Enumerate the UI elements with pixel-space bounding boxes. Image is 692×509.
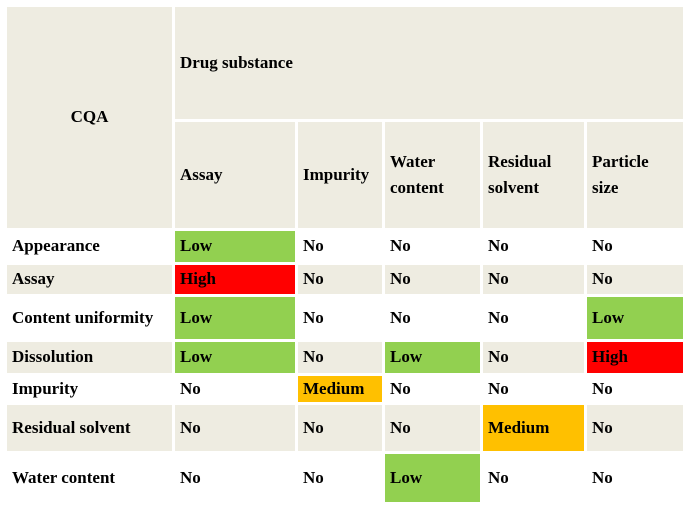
risk-cell: High (587, 342, 683, 373)
risk-cell: No (180, 468, 201, 488)
cqa-risk-table: CQA Drug substance Assay Impurity Water … (4, 4, 686, 505)
table-row-dissolution: Dissolution Low No Low No High (7, 342, 683, 373)
risk-cell: No (298, 265, 382, 294)
risk-cell: Medium (298, 376, 382, 403)
table-row-content-uniformity: Content uniformity Low No No No Low (7, 297, 683, 339)
risk-cell: High (175, 265, 295, 294)
risk-cell: No (303, 468, 324, 488)
risk-cell: No (488, 236, 509, 256)
table-row-water-content: Water content No No Low No No (7, 454, 683, 503)
table-row-assay: Assay High No No No No (7, 265, 683, 294)
risk-cell: No (592, 236, 613, 256)
risk-cell: No (298, 342, 382, 373)
risk-cell: Low (175, 342, 295, 373)
risk-cell: Low (587, 297, 683, 339)
risk-cell: Low (385, 454, 480, 503)
risk-cell: No (488, 307, 509, 327)
risk-cell: No (587, 405, 683, 452)
risk-cell: No (488, 468, 509, 488)
risk-cell: Medium (483, 405, 584, 452)
column-header-water-content: Water content (385, 122, 480, 228)
risk-cell: No (592, 468, 613, 488)
row-label: Content uniformity (12, 307, 154, 327)
table-row-residual-solvent: Residual solvent No No No Medium No (7, 405, 683, 452)
column-header-assay: Assay (175, 122, 295, 228)
risk-cell: No (303, 236, 324, 256)
row-label: Dissolution (7, 342, 172, 373)
row-label: Appearance (12, 236, 100, 256)
risk-cell: No (385, 265, 480, 294)
row-label: Impurity (12, 379, 79, 398)
risk-cell: No (587, 265, 683, 294)
risk-cell: No (483, 265, 584, 294)
row-label: Assay (7, 265, 172, 294)
risk-cell: No (390, 379, 411, 398)
risk-cell: No (488, 379, 509, 398)
table-row-impurity: Impurity No Medium No No No (7, 376, 683, 403)
risk-cell: No (390, 236, 411, 256)
risk-cell: No (180, 379, 201, 398)
risk-cell: Low (175, 297, 295, 339)
column-header-impurity: Impurity (298, 122, 382, 228)
risk-cell: No (298, 405, 382, 452)
risk-cell: Low (175, 231, 295, 262)
risk-cell: No (592, 379, 613, 398)
row-label: Residual solvent (7, 405, 172, 452)
risk-cell: No (483, 342, 584, 373)
column-header-residual-solvent: Residual solvent (483, 122, 584, 228)
column-header-particle-size: Particle size (587, 122, 683, 228)
risk-cell: No (175, 405, 295, 452)
header-row-columns: Assay Impurity Water content Residual so… (7, 122, 683, 228)
corner-header-cqa: CQA (7, 7, 172, 228)
group-header-drug-substance: Drug substance (175, 7, 683, 119)
risk-cell: No (390, 307, 411, 327)
risk-cell: No (303, 307, 324, 327)
row-label: Water content (12, 468, 116, 488)
table-row-appearance: Appearance Low No No No No (7, 231, 683, 262)
risk-cell: Low (385, 342, 480, 373)
risk-cell: No (385, 405, 480, 452)
header-row-group: CQA Drug substance (7, 7, 683, 228)
